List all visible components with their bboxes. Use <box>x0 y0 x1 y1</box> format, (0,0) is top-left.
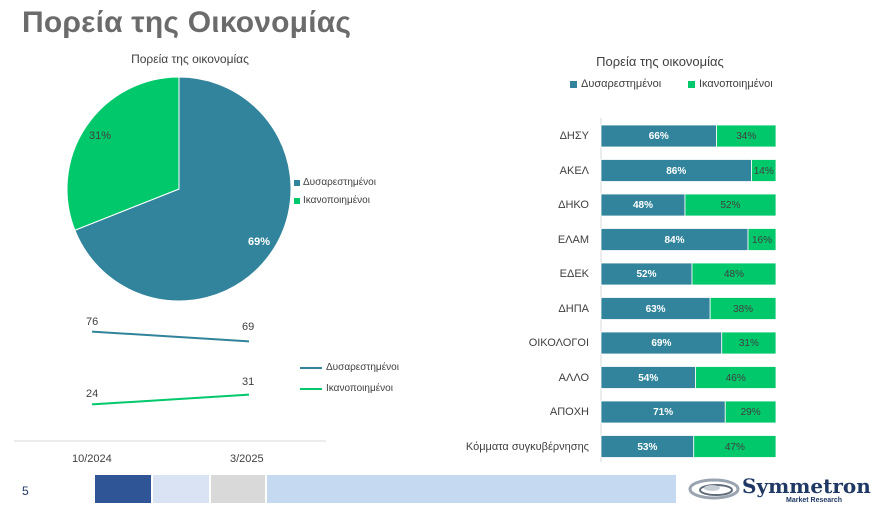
line-legend-item-dissatisfied: Δυσαρεστημένοι <box>300 362 399 373</box>
bar-segment-satisfied <box>751 159 777 182</box>
legend-label: Δυσαρεστημένοι <box>303 177 376 188</box>
bar-data-label-dissatisfied: 48% <box>632 200 653 211</box>
logo-name: Symmetron <box>742 474 871 498</box>
line-x-tick-1: 3/2025 <box>230 453 264 465</box>
bar-legend-item-dissatisfied: Δυσαρεστημένοι <box>570 78 661 90</box>
bar-category-label: Κόμματα συγκυβέρνησης <box>465 440 589 453</box>
bar-data-label-satisfied: 46% <box>725 372 746 384</box>
bar-segment-satisfied <box>695 366 777 389</box>
legend-label: Ικανοποιημένοι <box>303 195 370 206</box>
pie-legend-item-dissatisfied: Δυσαρεστημένοι <box>294 177 376 188</box>
bar-data-label-satisfied: 38% <box>733 303 754 315</box>
legend-swatch-dissatisfied <box>294 179 300 186</box>
bar-data-label-dissatisfied: 66% <box>648 131 669 142</box>
bar-data-label-dissatisfied: 69% <box>651 338 672 349</box>
bar-data-label-dissatisfied: 84% <box>664 234 685 246</box>
bar-category-label: ΟΙΚΟΛΟΓΟΙ <box>528 337 589 349</box>
bar-category-label: ΔΗΚΟ <box>558 199 589 211</box>
page-number: 5 <box>22 484 29 498</box>
legend-swatch-dissatisfied <box>570 80 577 88</box>
bar-data-label-satisfied: 16% <box>751 234 772 246</box>
bar-data-label-dissatisfied: 63% <box>645 303 666 315</box>
bar-category-label: ΑΠΟΧΗ <box>549 406 589 418</box>
slide-title: Πορεία της Οικονομίας <box>22 6 352 39</box>
bar-category-label: ΔΗΣΥ <box>559 130 589 142</box>
bar-data-label-dissatisfied: 71% <box>653 407 674 418</box>
bar-legend-item-satisfied: Ικανοποιημένοι <box>688 78 773 90</box>
bar-segment-satisfied <box>721 331 777 355</box>
footer-block-gray <box>211 475 265 503</box>
line-x-tick-0: 10/2024 <box>72 453 112 465</box>
bar-category-label: ΑΛΛΟ <box>558 371 589 384</box>
line-legend-item-satisfied: Ικανοποιημένοι <box>300 383 393 394</box>
bar-segment-satisfied <box>724 400 777 424</box>
legend-label: Ικανοποιημένοι <box>326 383 393 394</box>
bar-category-label: ΕΛΑΜ <box>557 233 589 246</box>
logo-subtitle: Market Research <box>786 497 843 504</box>
bar-data-label-dissatisfied: 53% <box>637 441 658 453</box>
legend-label: Δυσαρεστημένοι <box>326 362 399 373</box>
bar-segment-satisfied <box>747 228 777 251</box>
pie-chart-title: Πορεία της οικονομίας <box>131 52 249 66</box>
legend-line-satisfied <box>300 387 322 390</box>
legend-swatch-satisfied <box>294 197 300 204</box>
swoosh-logo-icon <box>688 478 740 500</box>
bar-data-label-satisfied: 52% <box>720 200 741 211</box>
bar-category-label: ΑΚΕΛ <box>559 164 589 177</box>
bar-data-label-satisfied: 29% <box>740 407 761 418</box>
bar-segment-satisfied <box>691 262 777 286</box>
legend-swatch-satisfied <box>688 80 695 88</box>
line-value-satisfied-0: 24 <box>86 388 99 400</box>
bar-chart-title: Πορεία της οικονομίας <box>596 54 724 69</box>
bar-data-label-satisfied: 34% <box>736 131 757 142</box>
legend-label: Δυσαρεστημένοι <box>581 78 662 90</box>
footer-block-light <box>153 475 209 503</box>
line-series-dissatisfied <box>91 330 250 343</box>
line-value-satisfied-1: 31 <box>242 376 255 388</box>
pie-slice-satisfied <box>66 76 180 231</box>
bar-segment-satisfied <box>693 435 777 458</box>
bar-data-label-satisfied: 31% <box>738 338 759 349</box>
bar-category-label: ΔΗΠΑ <box>558 302 589 315</box>
footer-block-dark <box>95 475 151 503</box>
pie-slice-dissatisfied <box>74 76 292 302</box>
line-value-dissatisfied-1: 69 <box>242 321 255 333</box>
legend-label: Ικανοποιημένοι <box>699 78 773 90</box>
pie-data-label-dissatisfied: 69% <box>248 236 271 248</box>
bar-segment-satisfied <box>709 297 777 320</box>
bar-data-label-dissatisfied: 52% <box>636 269 657 280</box>
legend-line-dissatisfied <box>300 366 322 369</box>
bar-data-label-dissatisfied: 86% <box>666 165 687 177</box>
bar-data-label-satisfied: 47% <box>724 441 745 453</box>
bar-data-label-satisfied: 14% <box>753 165 774 177</box>
bar-data-label-satisfied: 48% <box>723 269 744 280</box>
bar-segment-satisfied <box>716 124 777 148</box>
bar-segment-satisfied <box>684 193 777 217</box>
symmetron-logo: Symmetron Market Research <box>686 472 871 508</box>
footer-block-blue <box>267 475 676 503</box>
pie-legend-item-satisfied: Ικανοποιημένοι <box>294 195 370 206</box>
line-series-satisfied <box>91 393 250 406</box>
bar-data-label-dissatisfied: 54% <box>638 372 659 384</box>
line-value-dissatisfied-0: 76 <box>86 316 99 328</box>
pie-data-label-satisfied: 31% <box>89 130 112 142</box>
bar-category-label: ΕΔΕΚ <box>559 268 589 280</box>
